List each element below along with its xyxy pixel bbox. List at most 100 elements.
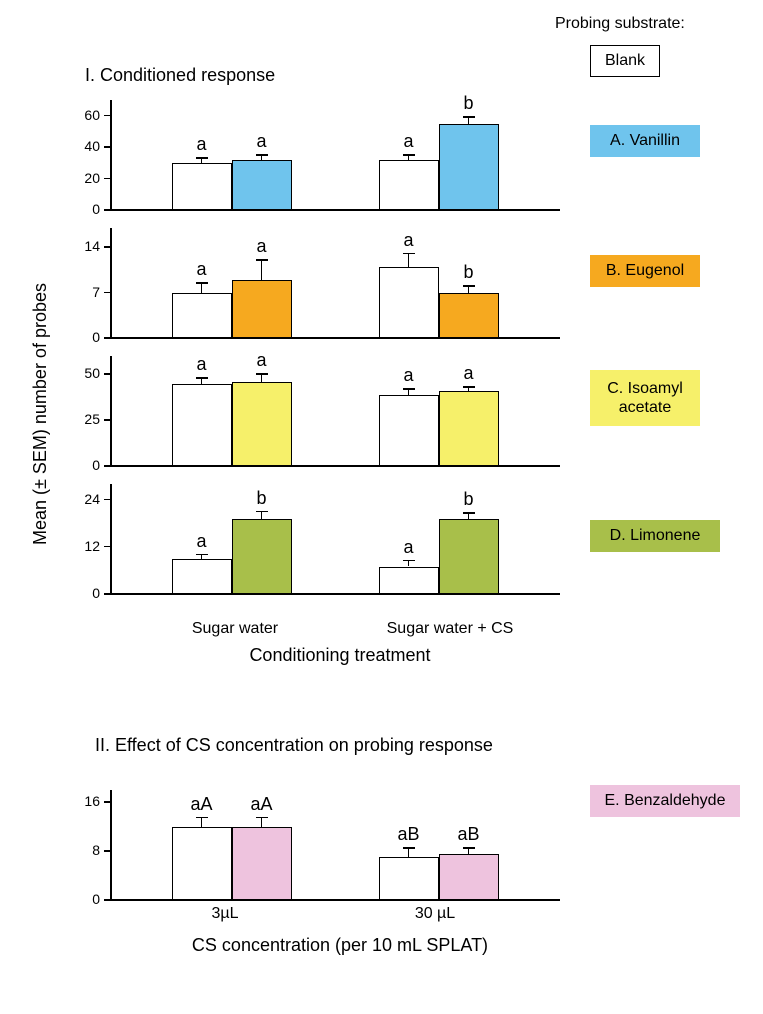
y-tick-label: 40 <box>70 138 100 154</box>
bar <box>439 854 499 900</box>
cat-sugar-water-cs: Sugar water + CS <box>360 620 540 638</box>
bar <box>232 160 292 210</box>
y-tick-label: 20 <box>70 170 100 186</box>
error-cap <box>256 511 268 513</box>
error-bar <box>261 260 263 279</box>
error-bar <box>408 155 410 160</box>
y-tick-label: 24 <box>70 491 100 507</box>
error-cap <box>256 154 268 156</box>
error-cap <box>196 157 208 159</box>
y-tick-label: 25 <box>70 411 100 427</box>
bar-sig-label: a <box>187 259 217 280</box>
error-bar <box>408 389 410 395</box>
y-axis <box>110 356 112 466</box>
bar-sig-label: b <box>454 262 484 283</box>
bar <box>172 559 232 594</box>
section-2-title: II. Effect of CS concentration on probin… <box>95 735 493 756</box>
y-tick <box>104 465 110 467</box>
error-cap <box>403 847 415 849</box>
error-cap <box>463 116 475 118</box>
bar <box>379 567 439 595</box>
error-bar <box>261 818 263 827</box>
section-1-title: I. Conditioned response <box>85 65 275 86</box>
y-tick-label: 0 <box>70 457 100 473</box>
y-tick <box>104 373 110 375</box>
y-tick <box>104 419 110 421</box>
error-bar <box>201 555 203 559</box>
y-tick <box>104 337 110 339</box>
y-axis <box>110 100 112 210</box>
error-bar <box>468 513 470 519</box>
error-bar <box>261 374 263 381</box>
legend-isoamyl-acetate: C. Isoamyl acetate <box>590 370 700 426</box>
legend-blank: Blank <box>590 45 660 77</box>
bar-sig-label: b <box>454 489 484 510</box>
bar-sig-label: a <box>187 134 217 155</box>
bar <box>172 293 232 338</box>
y-tick <box>104 850 110 852</box>
y-tick <box>104 246 110 248</box>
error-bar <box>201 818 203 827</box>
bar <box>232 382 292 466</box>
bar-sig-label: a <box>187 354 217 375</box>
y-tick-label: 12 <box>70 538 100 554</box>
bar-sig-label: a <box>247 350 277 371</box>
legend-benzaldehyde: E. Benzaldehyde <box>590 785 740 817</box>
bar-sig-label: aA <box>187 794 217 815</box>
y-tick <box>104 593 110 595</box>
y-axis-label: Mean (± SEM) number of probes <box>30 283 51 545</box>
legend-vanillin: A. Vanillin <box>590 125 700 157</box>
bar-sig-label: a <box>394 131 424 152</box>
bar-sig-label: a <box>247 236 277 257</box>
error-cap <box>196 554 208 556</box>
y-tick <box>104 146 110 148</box>
bar <box>232 827 292 900</box>
y-tick <box>104 499 110 501</box>
y-tick-label: 50 <box>70 365 100 381</box>
legend-eugenol: B. Eugenol <box>590 255 700 287</box>
error-cap <box>463 285 475 287</box>
cat-30ul: 30 µL <box>395 905 475 923</box>
error-cap <box>403 388 415 390</box>
error-cap <box>196 282 208 284</box>
bar-sig-label: aB <box>454 824 484 845</box>
error-cap <box>196 817 208 819</box>
y-axis <box>110 790 112 900</box>
y-axis <box>110 484 112 594</box>
error-bar <box>408 561 410 567</box>
error-cap <box>256 373 268 375</box>
y-tick-label: 0 <box>70 891 100 907</box>
y-tick-label: 0 <box>70 201 100 217</box>
error-cap <box>403 560 415 562</box>
bar-sig-label: a <box>454 363 484 384</box>
bar <box>379 857 439 900</box>
y-tick <box>104 546 110 548</box>
error-bar <box>468 848 470 854</box>
error-bar <box>261 155 263 160</box>
error-bar <box>468 387 470 391</box>
y-tick-label: 16 <box>70 793 100 809</box>
cat-3ul: 3µL <box>185 905 265 923</box>
bar-sig-label: a <box>394 537 424 558</box>
y-tick-label: 7 <box>70 284 100 300</box>
bar <box>232 280 292 338</box>
bar-sig-label: b <box>454 93 484 114</box>
error-cap <box>403 154 415 156</box>
y-tick <box>104 801 110 803</box>
bar-sig-label: aB <box>394 824 424 845</box>
y-tick <box>104 115 110 117</box>
bar <box>172 827 232 900</box>
error-bar <box>201 378 203 384</box>
error-cap <box>403 253 415 255</box>
cat-sugar-water: Sugar water <box>155 620 315 638</box>
bar <box>439 519 499 594</box>
bar <box>232 519 292 594</box>
error-bar <box>201 283 203 293</box>
error-bar <box>468 117 470 123</box>
bar-sig-label: a <box>394 230 424 251</box>
error-cap <box>256 259 268 261</box>
error-cap <box>196 377 208 379</box>
bar-sig-label: b <box>247 488 277 509</box>
bar-sig-label: a <box>187 531 217 552</box>
error-bar <box>201 158 203 163</box>
